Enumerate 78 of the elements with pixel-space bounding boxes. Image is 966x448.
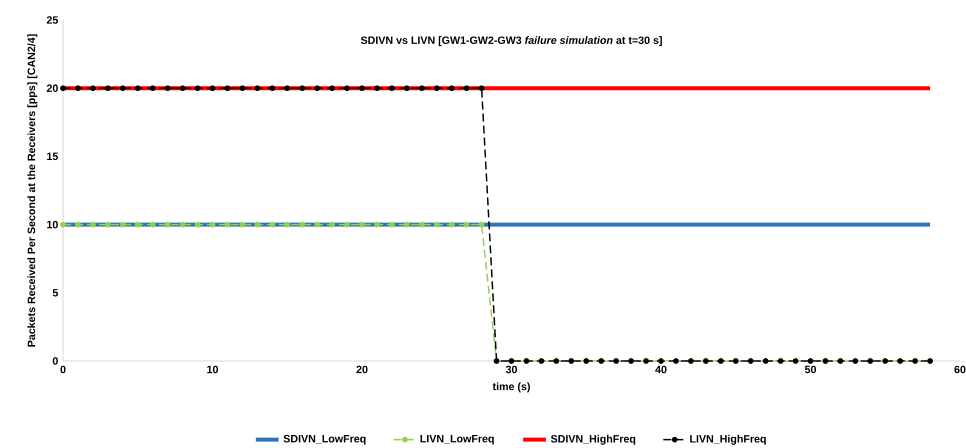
y-tick-label: 20 <box>46 84 58 92</box>
y-axis-title: Packets Received Per Second at the Receivers [pps] [CAN2/4] <box>27 34 38 347</box>
point <box>344 85 350 92</box>
point <box>359 222 365 228</box>
legend-label: LIVN_HighFreq <box>690 434 766 445</box>
point <box>404 222 410 228</box>
point <box>344 222 350 228</box>
point <box>120 85 126 92</box>
point <box>90 85 96 92</box>
point <box>120 222 126 228</box>
point <box>329 222 335 228</box>
point <box>314 85 320 92</box>
point <box>224 85 230 92</box>
point <box>75 85 81 92</box>
point <box>269 222 276 228</box>
x-tick-label: 30 <box>506 366 518 374</box>
point <box>75 222 81 228</box>
point <box>434 85 440 92</box>
point <box>254 85 260 92</box>
legend-label: SDIVN_HighFreq <box>550 434 636 445</box>
point <box>434 222 440 228</box>
point <box>60 85 66 92</box>
y-tick-label: 0 <box>52 357 58 365</box>
y-tick-label: 10 <box>47 220 58 228</box>
point <box>284 85 290 92</box>
point <box>404 85 410 92</box>
point <box>134 222 141 228</box>
x-tick-label: 40 <box>655 366 667 374</box>
point <box>180 222 186 228</box>
point <box>329 85 335 92</box>
point <box>418 85 425 92</box>
point <box>418 222 425 228</box>
point <box>240 222 246 228</box>
point <box>150 85 156 92</box>
point <box>210 85 216 92</box>
point <box>210 222 216 228</box>
point <box>478 222 484 228</box>
point <box>284 222 290 228</box>
point <box>389 222 395 228</box>
point <box>104 85 111 92</box>
point <box>164 85 171 92</box>
point <box>194 222 200 228</box>
point <box>60 222 66 228</box>
point <box>314 222 320 228</box>
x-tick-label: 50 <box>804 366 816 374</box>
x-axis-title: time (s) <box>492 382 530 392</box>
point <box>464 222 470 228</box>
x-tick-label: 60 <box>954 366 966 374</box>
point <box>374 85 380 92</box>
point <box>359 85 365 92</box>
point <box>448 85 455 92</box>
point <box>194 85 200 92</box>
x-tick-label: 0 <box>60 366 66 374</box>
y-tick-label: 15 <box>47 152 58 160</box>
point <box>464 85 470 92</box>
point <box>374 222 380 228</box>
point <box>240 85 246 92</box>
point <box>448 222 455 228</box>
point <box>224 222 230 228</box>
point <box>299 222 306 228</box>
x-tick-label: 20 <box>356 366 368 374</box>
legend-label: LIVN_LowFreq <box>420 434 494 445</box>
y-tick-label: 25 <box>46 16 58 24</box>
point <box>150 222 156 228</box>
point <box>478 85 484 92</box>
legend-label: SDIVN_LowFreq <box>284 434 366 445</box>
y-tick-label: 5 <box>52 289 58 297</box>
point <box>299 85 306 92</box>
point <box>90 222 96 228</box>
point <box>389 85 395 92</box>
point <box>254 222 260 228</box>
point <box>180 85 186 92</box>
point <box>164 222 171 228</box>
point <box>269 85 276 92</box>
text: SDIVN vs LIVN [GW1-GW2-GW3 failure simulation at t=30 s] <box>360 36 662 46</box>
x-tick-label: 10 <box>207 366 218 374</box>
point <box>104 222 111 228</box>
point <box>134 85 141 92</box>
